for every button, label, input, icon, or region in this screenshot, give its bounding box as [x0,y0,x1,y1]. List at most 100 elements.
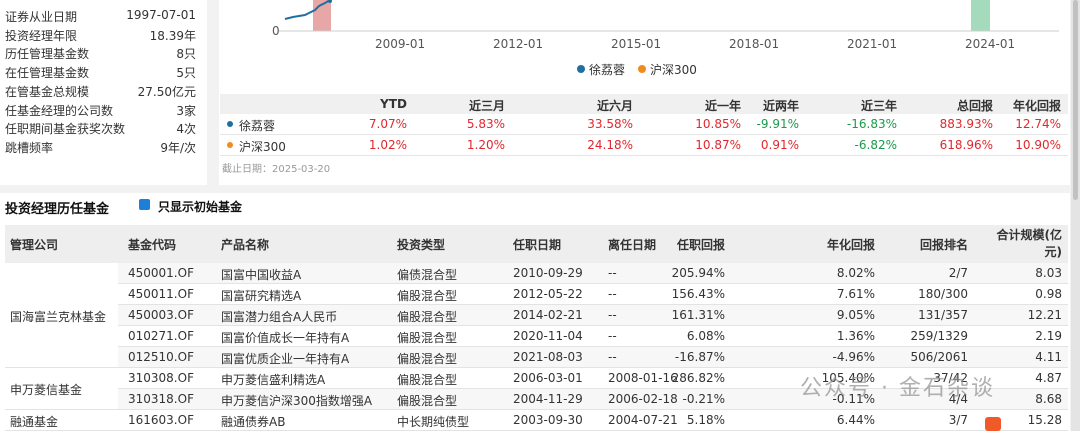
profile-value: 8只 [176,47,196,62]
row-bg [118,284,1068,305]
cell: 偏股混合型 [397,352,458,366]
perf-value: 1.02% [368,138,407,152]
cell: 融通债券AB [221,415,286,429]
cell: 161.31% [671,308,725,322]
cell: -- [608,287,617,301]
cell: 中长期纯债型 [397,415,470,429]
cell: 9.05% [836,308,875,322]
cell: 5.18% [686,413,725,427]
cell: 2.19 [1035,329,1062,343]
checkbox-label[interactable]: 只显示初始基金 [158,200,243,214]
x-tick-label: 2024-01 [965,37,1016,51]
cell: 310308.OF [128,371,194,385]
perf-value: -6.82% [854,138,897,152]
section-title: 投资经理历任基金 [5,202,110,217]
cell: 2006-02-18 [608,392,678,406]
cell: 2004-07-21 [608,413,678,427]
cell: 申万菱信盛利精选A [221,373,326,387]
cell: 4.11 [1035,350,1062,364]
perf-value: -9.91% [756,117,799,131]
chart [279,0,1059,32]
cell: 2004-11-29 [513,392,583,406]
row-bg [118,368,1068,389]
row-label: 徐荔蓉 [239,119,276,133]
column-header: 合计规模(亿元) [996,228,1063,259]
cell: 37/42 [933,371,968,385]
cell: -4.96% [832,350,875,364]
x-tick-label: 2018-01 [729,37,780,51]
cell: 7.61% [836,287,875,301]
cell: 506/2061 [910,350,969,364]
column-header: 总回报 [956,99,993,113]
column-header: 近六月 [596,99,633,113]
cell: 8.03 [1035,266,1062,280]
cell: -- [608,308,617,322]
x-tick-label: 2009-01 [375,37,426,51]
cell: 4.87 [1035,371,1062,385]
profile-label: 任基金经理的公司数 [5,103,114,118]
legend-dot [227,142,233,148]
cell: 国富价值成长一年持有A [221,331,350,345]
cell: 259/1329 [910,329,969,343]
cell: 国富研究精选A [221,289,302,303]
row-bg [118,347,1068,368]
cell: 偏股混合型 [397,394,458,408]
legend-label[interactable]: 徐荔蓉 [589,63,626,77]
cell: 1.36% [836,329,875,343]
cell: -- [608,329,617,343]
cell: 12.21 [1027,308,1062,322]
row-label: 沪深300 [239,140,286,154]
row-line [220,134,1068,135]
legend-label[interactable]: 沪深300 [650,63,697,77]
scrollbar-thumb[interactable] [1073,0,1078,200]
profile-value: 9年/次 [160,140,196,155]
cell: 2/7 [948,266,968,280]
legend-dot[interactable] [577,65,585,73]
period-band [971,0,990,31]
column-header: 基金代码 [128,238,177,252]
checkbox[interactable] [139,199,150,210]
perf-value: 10.87% [695,138,741,152]
cell: 偏股混合型 [397,310,458,324]
profile-label: 证券从业日期 [5,10,78,24]
group-cell [5,368,118,410]
legend-dot[interactable] [638,65,646,73]
profile-value: 4次 [176,122,196,137]
cell: 偏股混合型 [397,289,458,303]
scrollbar[interactable] [1071,0,1080,431]
cell: 2020-11-04 [513,329,583,343]
profile-label: 在管基金总规模 [5,84,90,99]
cell: 2006-03-01 [513,371,583,385]
cell: -16.87% [674,350,725,364]
column-header: 年化回报 [826,238,875,252]
x-tick-label: 2015-01 [611,37,662,51]
column-header: 管理公司 [10,238,59,252]
cell: 4/4 [948,392,968,406]
company-name: 申万菱信基金 [10,383,83,397]
perf-value: -16.83% [846,117,897,131]
cell: 450001.OF [128,266,194,280]
icon [985,417,1001,431]
legend-dot [227,121,233,127]
cell: -0.21% [682,392,725,406]
cell: 偏股混合型 [397,331,458,345]
cell: 国富优质企业一年持有A [221,352,350,366]
cell: -- [608,350,617,364]
profile-value: 5只 [176,66,196,81]
row-bg [118,326,1068,347]
company-name: 融通基金 [10,414,59,429]
profile-value: 1997-07-01 [126,8,196,22]
perf-value: 12.74% [1015,117,1061,131]
perf-value: 5.83% [466,117,505,131]
cell: 2012-05-22 [513,287,583,301]
profile-label: 在任管理基金数 [5,66,90,81]
cell: 310318.OF [128,392,194,406]
profile-label: 跳槽频率 [5,140,54,155]
cell: 010271.OF [128,329,194,343]
cell: -- [608,266,617,280]
cell: 2008-01-16 [608,371,678,385]
cell: 205.94% [671,266,725,280]
profile-value: 3家 [176,103,196,118]
x-tick-label: 2021-01 [847,37,898,51]
